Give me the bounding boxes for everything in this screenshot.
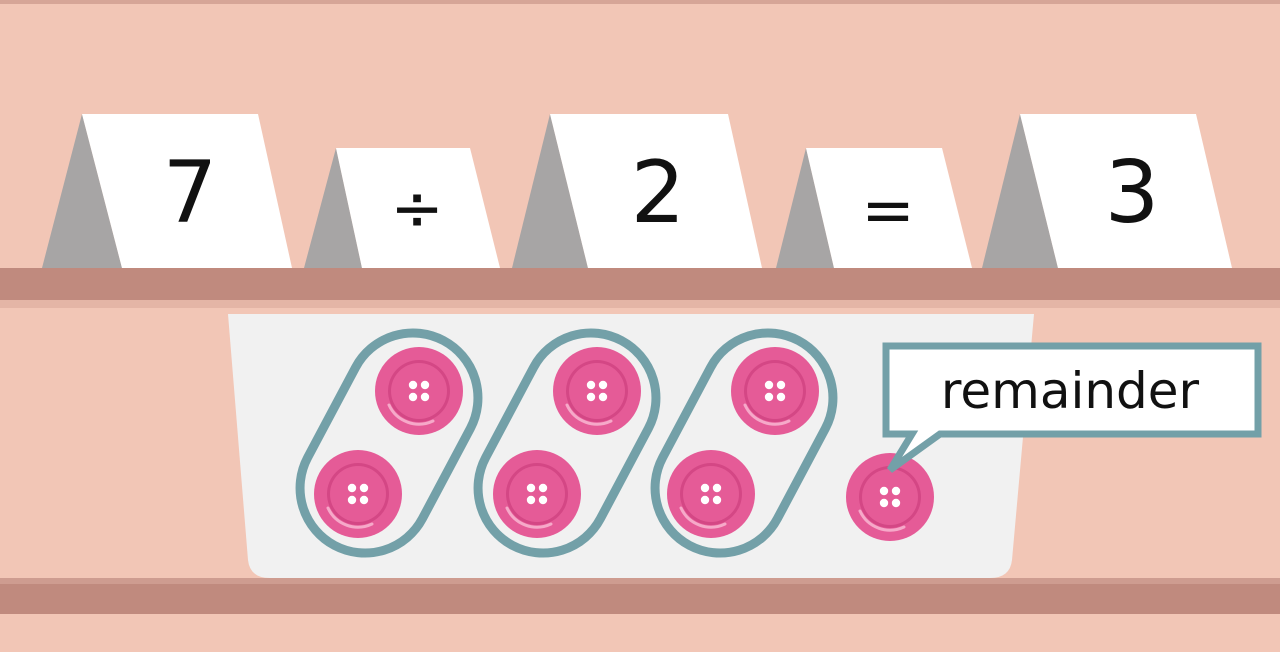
button-4 (491, 448, 583, 540)
button-3 (551, 345, 643, 437)
card-quotient-text: 3 (1105, 143, 1160, 243)
lower-shelf (0, 584, 1280, 614)
lower-shelf-top-edge (0, 578, 1280, 584)
card-equals-sign-text: = (861, 174, 915, 248)
upper-shelf-underside (0, 300, 1280, 308)
card-equals-sign: = (776, 148, 972, 268)
button-6 (665, 448, 757, 540)
card-dividend: 7 (42, 114, 292, 268)
top-edge (0, 0, 1280, 4)
button-1 (373, 345, 465, 437)
upper-shelf (0, 268, 1280, 300)
group-outline-1 (295, 328, 483, 558)
card-divisor-text: 2 (631, 143, 686, 243)
button-2 (312, 448, 404, 540)
lower-wall (0, 614, 1280, 652)
card-divide-sign-text: ÷ (390, 172, 444, 246)
card-dividend-text: 7 (163, 143, 218, 243)
card-divide-sign: ÷ (304, 148, 500, 268)
remainder-callout: remainder (882, 342, 1262, 473)
card-quotient: 3 (982, 114, 1232, 268)
remainder-label: remainder (941, 362, 1200, 420)
group-outline-2 (473, 328, 661, 558)
button-5 (729, 345, 821, 437)
group-outline-3 (650, 328, 838, 558)
card-divisor: 2 (512, 114, 762, 268)
